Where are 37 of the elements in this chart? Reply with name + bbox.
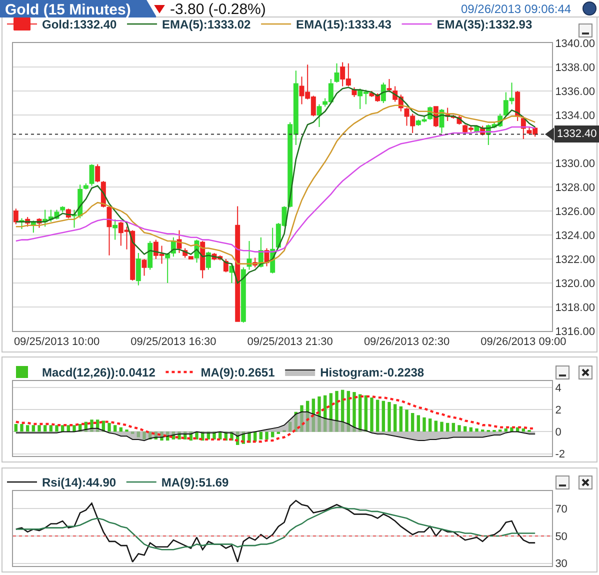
y-tick-label: 1322.00 bbox=[555, 254, 595, 266]
y-tick-label: 4 bbox=[555, 382, 562, 394]
legend-label: EMA(15):1333.43 bbox=[296, 18, 392, 32]
y-tick-label: 1318.00 bbox=[555, 302, 595, 314]
y-tick-label: 50 bbox=[555, 530, 568, 543]
y-tick-label: 1324.00 bbox=[555, 230, 595, 242]
y-tick-label: 1320.00 bbox=[555, 278, 595, 290]
legend-label: Gold:1332.40 bbox=[42, 18, 118, 32]
y-tick-label: 1316.00 bbox=[555, 326, 595, 338]
x-tick-label: 09/25/2013 16:30 bbox=[130, 336, 216, 348]
y-tick-label: -2 bbox=[555, 448, 565, 461]
y-tick-label: 1338.00 bbox=[555, 62, 595, 74]
ref-line-label: 1332.40 bbox=[557, 128, 597, 140]
x-tick-label: 09/26/2013 02:30 bbox=[364, 336, 450, 348]
x-tick-label: 09/25/2013 10:00 bbox=[14, 336, 100, 348]
text: -3.80 (-0.28%) bbox=[170, 1, 266, 18]
y-tick-label: 0 bbox=[555, 426, 562, 439]
y-tick-label: 70 bbox=[555, 504, 568, 516]
y-tick-label: 30 bbox=[555, 558, 568, 570]
y-tick-label: 2 bbox=[555, 404, 562, 417]
legend-label: Histogram:-0.2238 bbox=[320, 366, 424, 380]
legend-label: Macd(12,26)):0.0412 bbox=[42, 366, 156, 380]
y-tick-label: 1334.00 bbox=[555, 110, 595, 122]
legend-label: EMA(35):1332.93 bbox=[436, 18, 532, 32]
x-tick-label: 09/25/2013 21:30 bbox=[247, 336, 333, 348]
text: 09/26/2013 09:06:44 bbox=[461, 2, 572, 16]
y-tick-label: 1340.00 bbox=[555, 38, 595, 50]
legend-label: Rsi(14):44.90 bbox=[42, 476, 116, 490]
legend-label: EMA(5):1333.02 bbox=[162, 18, 252, 32]
legend-label: MA(9):51.69 bbox=[161, 476, 230, 490]
y-tick-label: 1330.00 bbox=[555, 158, 595, 170]
y-tick-label: 1328.00 bbox=[555, 182, 595, 194]
legend-label: MA(9):0.2651 bbox=[200, 366, 276, 380]
y-tick-label: 1326.00 bbox=[555, 206, 595, 218]
x-tick-label: 09/26/2013 09:00 bbox=[480, 336, 566, 348]
y-tick-label: 1336.00 bbox=[555, 86, 595, 98]
chart-title: Gold (15 Minutes) bbox=[5, 1, 131, 18]
